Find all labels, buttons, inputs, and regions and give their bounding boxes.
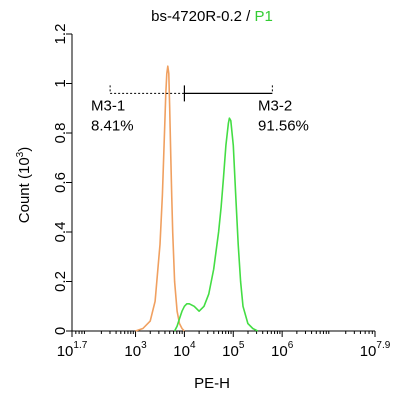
chart-title-gate: P1 [255, 8, 273, 25]
x-tick-label: 105 [222, 340, 245, 360]
x-axis-title: PE-H [194, 375, 230, 392]
gate-m3-2-percent: 91.56% [258, 117, 309, 134]
y-axis-title: Count (103) [15, 147, 33, 223]
histogram-series-1 [135, 65, 185, 332]
histogram-series-2 [173, 117, 259, 332]
y-tick-label: 0 [52, 327, 69, 335]
y-tick-label: 0.2 [52, 271, 69, 292]
y-tick-label: 1.2 [52, 24, 69, 45]
y-tick-label: 1 [52, 79, 69, 87]
y-tick-label: 0.4 [52, 222, 69, 243]
y-tick-label: 0.8 [52, 123, 69, 144]
gate-m3-1-percent: 8.41% [91, 117, 134, 134]
x-tick-label: 107.9 [360, 340, 391, 360]
gate-m3-2-label: M3-2 [258, 97, 292, 114]
x-tick-label: 103 [124, 340, 147, 360]
x-tick-label: 104 [173, 340, 196, 360]
x-tick-label: 106 [271, 340, 294, 360]
chart-title: bs-4720R-0.2 / P1 [151, 8, 273, 25]
x-tick-label: 101.7 [57, 340, 88, 360]
y-tick-label: 0.6 [52, 172, 69, 193]
plot-area: 0 0.2 0.4 0.6 0.8 1 1.2 101.7 103 104 105 106 107.9 M… [52, 24, 391, 360]
chart-title-main: bs-4720R-0.2 / [151, 8, 254, 25]
gate-m3-1-label: M3-1 [91, 97, 125, 114]
